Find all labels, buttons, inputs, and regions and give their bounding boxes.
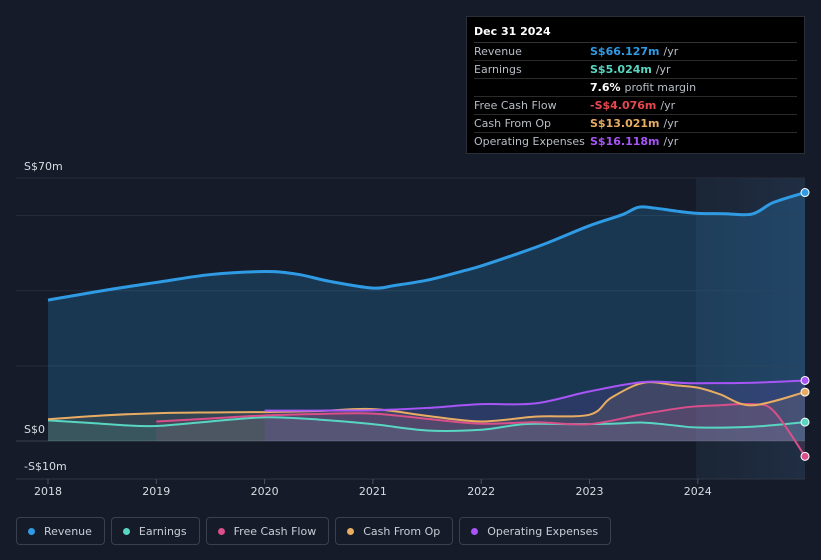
tooltip-value: -S$4.076m <box>590 99 657 112</box>
legend-item-earnings[interactable]: Earnings <box>110 517 200 545</box>
tooltip-label: Operating Expenses <box>474 135 585 148</box>
earnings-line <box>47 416 806 432</box>
revenue-area <box>48 192 806 441</box>
tooltip-unit: /yr <box>660 99 676 112</box>
tooltip-label: Revenue <box>474 45 522 58</box>
legend-item-revenue[interactable]: Revenue <box>16 517 105 545</box>
operating-expenses-end-point[interactable] <box>800 375 810 385</box>
tooltip-value: S$13.021m <box>590 117 660 130</box>
tooltip-date: Dec 31 2024 <box>474 23 797 43</box>
legend-dot-icon <box>217 527 225 535</box>
legend-label: Free Cash Flow <box>233 524 317 538</box>
operating-expenses-line <box>264 379 806 412</box>
cash-from-op-area <box>48 382 806 441</box>
x-tick-label: 2024 <box>684 485 712 498</box>
legend-item-cash-from-op[interactable]: Cash From Op <box>335 517 454 545</box>
tooltip-label: Free Cash Flow <box>474 99 557 112</box>
legend-item-operating-expenses[interactable]: Operating Expenses <box>459 517 612 545</box>
legend-dot-icon <box>28 527 35 535</box>
legend-label: Revenue <box>44 524 92 538</box>
legend-item-free-cash-flow[interactable]: Free Cash Flow <box>205 517 330 545</box>
tooltip-value: S$66.127m <box>590 45 660 58</box>
x-tick-label: 2023 <box>576 485 604 498</box>
legend: Revenue Earnings Free Cash Flow Cash Fro… <box>16 517 612 545</box>
tooltip-row: Revenue S$66.127m /yr <box>474 43 797 61</box>
legend-label: Cash From Op <box>363 524 441 538</box>
cash-from-op-line <box>47 381 806 423</box>
tooltip-row: Free Cash Flow -S$4.076m /yr <box>474 97 797 115</box>
tooltip-unit: /yr <box>663 117 679 130</box>
tooltip-row: Operating Expenses S$16.118m /yr <box>474 133 797 150</box>
tooltip-label: Cash From Op <box>474 117 552 130</box>
x-tick-label: 2019 <box>142 485 170 498</box>
earnings-area <box>48 417 806 441</box>
x-tick-label: 2021 <box>359 485 387 498</box>
cash-from-op-end-point[interactable] <box>800 387 810 397</box>
x-tick-label: 2022 <box>467 485 495 498</box>
legend-label: Operating Expenses <box>487 524 599 538</box>
y-label-bottom: -S$10m <box>24 460 67 473</box>
tooltip-value: 7.6% <box>590 81 621 94</box>
legend-dot-icon <box>347 527 355 535</box>
revenue-end-point[interactable] <box>800 188 810 198</box>
tooltip-row: Cash From Op S$13.021m /yr <box>474 115 797 133</box>
tooltip-row: Earnings S$5.024m /yr <box>474 61 797 79</box>
tooltip-label: Earnings <box>474 63 522 76</box>
tooltip-unit: /yr <box>663 45 679 58</box>
tooltip-value: S$16.118m <box>590 135 660 148</box>
tooltip-unit: /yr <box>655 63 671 76</box>
revenue-line <box>47 191 806 302</box>
free-cash-flow-end-point[interactable] <box>800 451 810 461</box>
tooltip-unit: /yr <box>663 135 679 148</box>
legend-label: Earnings <box>138 524 187 538</box>
x-tick-label: 2020 <box>251 485 279 498</box>
legend-dot-icon <box>471 527 479 535</box>
tooltip-panel: Dec 31 2024 Revenue S$66.127m /yr Earnin… <box>466 16 805 154</box>
tooltip-row: 7.6% profit margin <box>474 79 797 97</box>
y-label-zero: S$0 <box>24 423 45 436</box>
legend-dot-icon <box>122 527 130 535</box>
y-label-top: S$70m <box>24 160 63 173</box>
x-tick-label: 2018 <box>34 485 62 498</box>
tooltip-unit: profit margin <box>624 81 697 94</box>
tooltip-value: S$5.024m <box>590 63 652 76</box>
earnings-end-point[interactable] <box>800 417 810 427</box>
